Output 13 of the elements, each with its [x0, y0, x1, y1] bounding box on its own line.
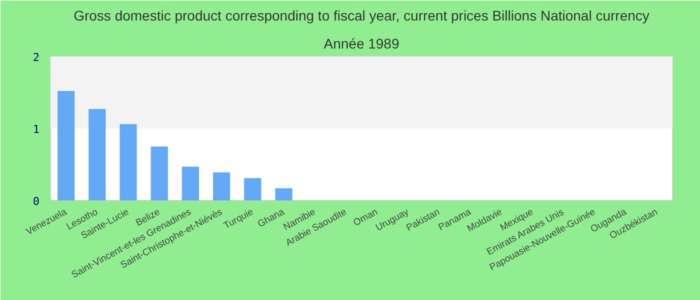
bar: [275, 188, 292, 200]
bar: [120, 124, 137, 200]
bar: [58, 91, 75, 200]
y-tick-label: 2: [32, 51, 40, 64]
chart-title: Gross domestic product corresponding to fiscal year, current prices Billions National currency: [74, 8, 650, 24]
y-tick-label: 1: [32, 123, 40, 136]
y-tick-label: 0: [32, 195, 40, 208]
bar: [150, 146, 168, 200]
bar: [212, 172, 230, 200]
bar: [182, 166, 200, 200]
bar: [244, 178, 262, 200]
chart-subtitle: Année 1989: [324, 36, 400, 52]
bar: [88, 109, 106, 200]
